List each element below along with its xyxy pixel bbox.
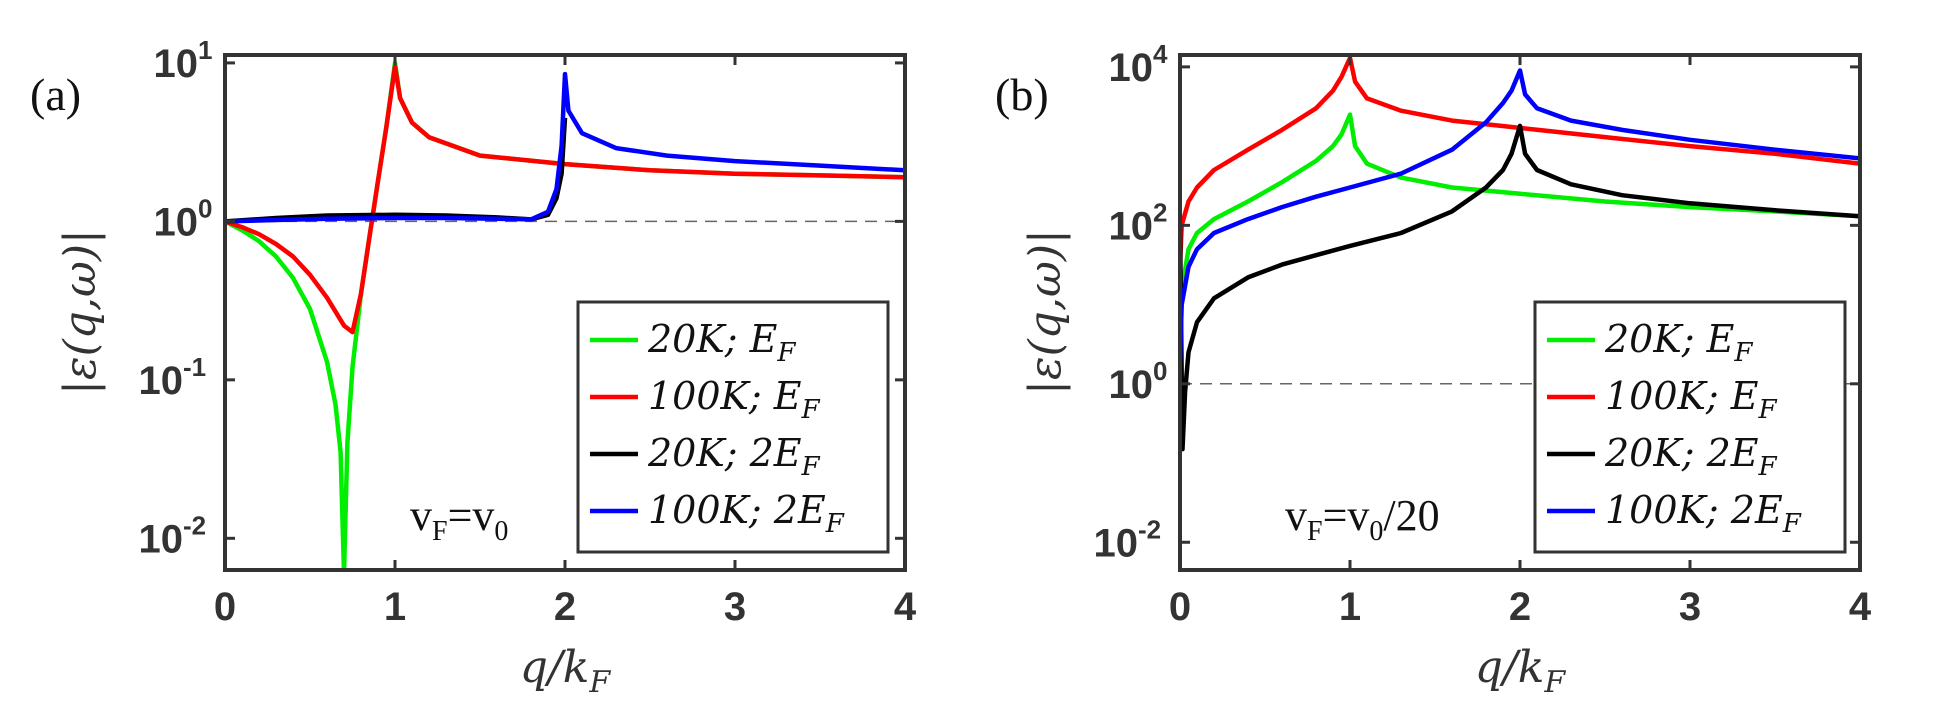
series-line-2: [1180, 123, 1860, 452]
legend-entry: 20K; EF: [1604, 317, 1753, 368]
y-tick-exponent: 0: [198, 193, 212, 223]
x-tick-label: 3: [724, 585, 746, 629]
x-tick-label: 0: [214, 585, 236, 629]
x-tick-label: 4: [894, 585, 917, 629]
legend-entry: 100K; 2EF: [648, 488, 845, 539]
y-tick-label: 10: [139, 517, 184, 561]
series-line-3: [1180, 68, 1860, 361]
legend: 20K; EF 100K; EF 20K; 2EF 100K; 2EF: [576, 300, 890, 554]
x-tick-label: 0: [1169, 585, 1191, 629]
y-tick-label: 10: [1109, 363, 1154, 407]
x-axis-label: q/kF: [1475, 642, 1567, 700]
legend-entry: 100K; 2EF: [1605, 488, 1802, 539]
legend: 20K; EF 100K; EF 20K; 2EF 100K; 2EF: [1533, 300, 1847, 554]
series-line-3: [225, 71, 905, 224]
x-axis-label: q/kF: [520, 642, 612, 700]
y-tick-label: 10: [154, 42, 199, 86]
y-tick-label: 10: [139, 359, 184, 403]
legend-entry: 20K; 2EF: [647, 431, 821, 482]
legend-entry: 20K; 2EF: [1604, 431, 1778, 482]
y-tick-exponent: -2: [1138, 514, 1161, 544]
plot-area: [1180, 55, 1860, 452]
panel-label: (a): [30, 69, 81, 120]
legend-entry: 100K; EF: [1605, 374, 1778, 425]
panel-label: (b): [995, 69, 1049, 120]
y-tick-label: 10: [1109, 204, 1154, 248]
y-tick-exponent: -2: [183, 510, 206, 540]
velocity-annotation: vF=v0/20: [1285, 491, 1440, 547]
x-tick-label: 4: [1849, 585, 1872, 629]
y-axis-label: |ε(q,ω)|: [55, 229, 106, 395]
x-tick-label: 1: [384, 585, 406, 629]
y-tick-exponent: 0: [1153, 356, 1167, 386]
x-tick-label: 3: [1679, 585, 1701, 629]
velocity-annotation: vF=v0: [410, 491, 508, 547]
y-tick-exponent: -1: [183, 352, 206, 382]
x-tick-label: 1: [1339, 585, 1361, 629]
x-tick-label: 2: [1509, 585, 1531, 629]
legend-entry: 20K; EF: [647, 317, 796, 368]
y-tick-exponent: 2: [1153, 197, 1167, 227]
y-tick-label: 10: [154, 200, 199, 244]
y-tick-label: 10: [1094, 521, 1139, 565]
series-line-1: [225, 64, 905, 335]
series-line-2: [225, 117, 568, 224]
plot-area: [225, 60, 905, 570]
y-tick-exponent: 4: [1153, 39, 1168, 69]
y-tick-label: 10: [1109, 46, 1154, 90]
y-tick-exponent: 1: [198, 35, 212, 65]
x-tick-label: 2: [554, 585, 576, 629]
legend-entry: 100K; EF: [648, 374, 821, 425]
series-line-0: [1180, 112, 1860, 361]
series-line-1: [1180, 55, 1860, 267]
y-axis-label: |ε(q,ω)|: [1020, 229, 1071, 395]
